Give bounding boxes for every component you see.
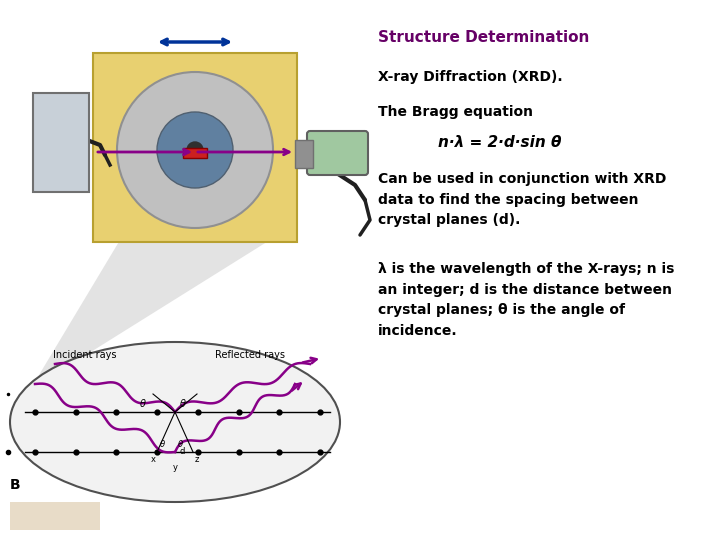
FancyBboxPatch shape [183, 148, 207, 158]
FancyBboxPatch shape [33, 93, 89, 192]
Text: d: d [180, 447, 185, 456]
FancyBboxPatch shape [10, 502, 100, 530]
Ellipse shape [10, 342, 340, 502]
Text: x: x [150, 455, 156, 464]
Text: λ is the wavelength of the X-rays; n is
an integer; d is the distance between
cr: λ is the wavelength of the X-rays; n is … [378, 262, 675, 338]
Text: z: z [195, 455, 199, 464]
Circle shape [157, 112, 233, 188]
FancyBboxPatch shape [307, 131, 368, 175]
Text: Incident rays: Incident rays [53, 350, 117, 360]
Text: $\theta$: $\theta$ [177, 438, 184, 449]
Text: The Bragg equation: The Bragg equation [378, 105, 533, 119]
Text: $\theta$: $\theta$ [139, 397, 147, 409]
Text: $\theta$: $\theta$ [159, 438, 166, 449]
Text: B: B [10, 478, 21, 492]
Text: $\theta$: $\theta$ [179, 397, 186, 409]
Text: Can be used in conjunction with XRD
data to find the spacing between
crystal pla: Can be used in conjunction with XRD data… [378, 172, 667, 227]
Text: Structure Determination: Structure Determination [378, 30, 590, 45]
Text: X-ray Diffraction (XRD).: X-ray Diffraction (XRD). [378, 70, 562, 84]
Text: y: y [173, 463, 178, 472]
Circle shape [187, 142, 203, 158]
FancyBboxPatch shape [295, 140, 313, 168]
FancyBboxPatch shape [93, 53, 297, 242]
Circle shape [117, 72, 273, 228]
Text: Reflected rays: Reflected rays [215, 350, 285, 360]
Polygon shape [30, 240, 270, 390]
Text: n·λ = 2·d·sin θ: n·λ = 2·d·sin θ [438, 135, 562, 150]
